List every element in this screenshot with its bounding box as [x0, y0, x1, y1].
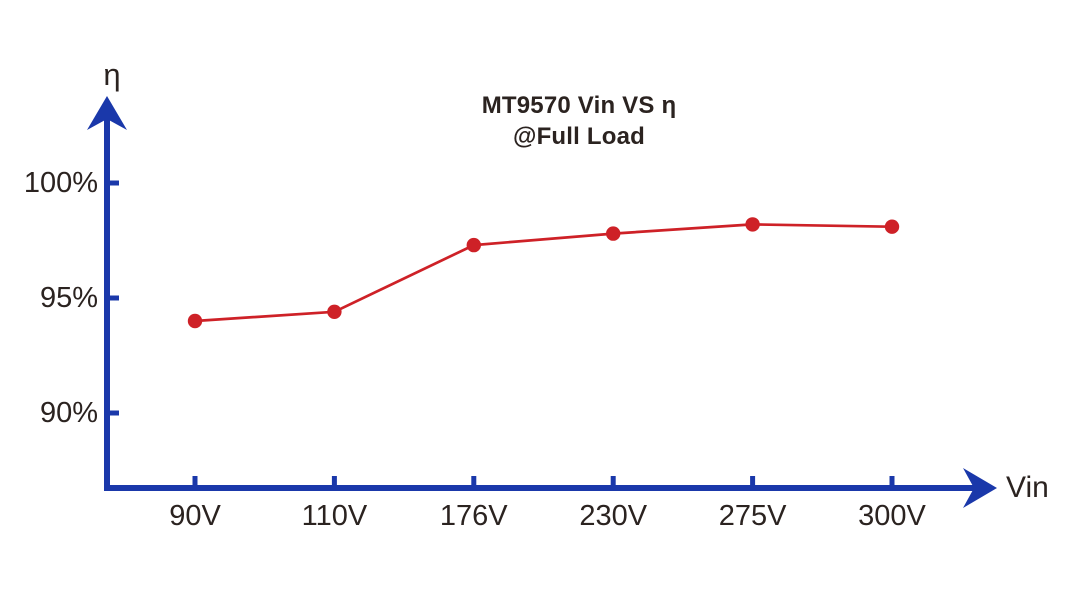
x-axis-arrowhead: [963, 468, 997, 508]
x-axis-label: Vin: [1006, 471, 1049, 504]
x-tick-label: 176V: [439, 500, 508, 532]
y-axis-label: η: [103, 57, 121, 92]
x-tick-label: 300V: [858, 500, 926, 532]
data-point: [187, 313, 203, 329]
chart-title-line2: @Full Load: [512, 123, 646, 150]
chart-title-line1: MT9570 Vin VS η: [481, 92, 677, 119]
y-tick-label: 100%: [23, 167, 98, 199]
chart-title: MT9570 Vin VS η @Full Load: [429, 90, 729, 152]
y-tick-label: 90%: [39, 397, 98, 429]
data-point: [884, 219, 900, 234]
x-tick-label: 90V: [169, 500, 221, 532]
data-point: [327, 304, 342, 319]
data-point: [466, 237, 481, 253]
y-axis-arrowhead: [87, 96, 127, 130]
data-point: [745, 217, 760, 232]
x-tick-label: 110V: [301, 500, 368, 532]
x-tick-label: 275V: [718, 500, 787, 532]
data-line: [194, 223, 893, 323]
data-point: [606, 226, 621, 241]
y-tick-label: 95%: [39, 282, 98, 314]
x-tick-label: 230V: [579, 500, 648, 532]
